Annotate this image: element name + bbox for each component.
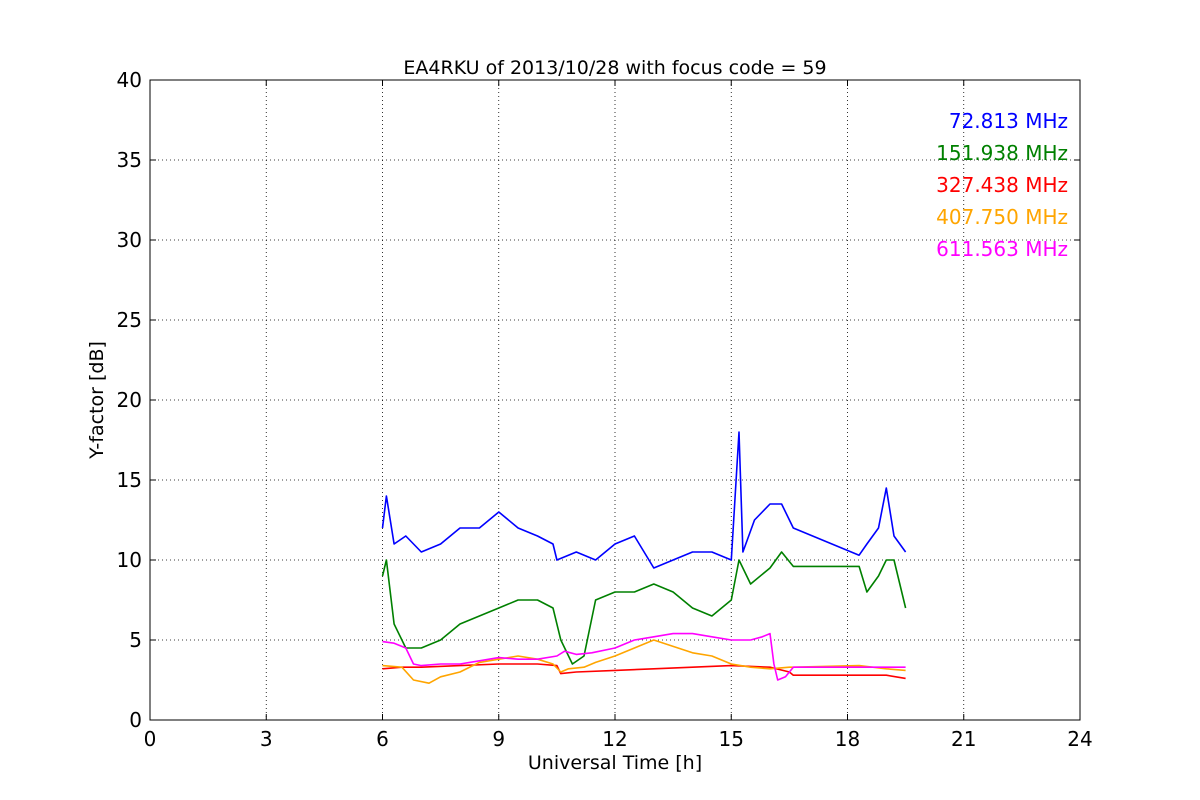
series-line-1	[381, 431, 907, 569]
y-tick-label: 10	[117, 548, 142, 572]
series-line-2	[381, 551, 907, 665]
y-tick-label: 5	[129, 628, 142, 652]
series-layer	[381, 431, 907, 685]
legend-entry-3: 327.438 MHz	[936, 173, 1068, 197]
x-tick-label: 24	[1067, 727, 1092, 751]
y-axis-label: Y-factor [dB]	[86, 341, 108, 460]
y-tick-label: 0	[129, 708, 142, 732]
x-tick-label: 12	[602, 727, 627, 751]
legend-entry-4: 407.750 MHz	[936, 205, 1068, 229]
x-tick-label: 0	[144, 727, 157, 751]
x-tick-label: 21	[951, 727, 976, 751]
x-tick-label: 6	[376, 727, 389, 751]
y-tick-label: 20	[117, 388, 142, 412]
x-axis-label: Universal Time [h]	[528, 752, 702, 774]
series-line-3	[382, 663, 906, 680]
legend-entry-1: 72.813 MHz	[949, 109, 1068, 133]
legend-entry-2: 151.938 MHz	[936, 141, 1068, 165]
plot-area	[381, 431, 907, 685]
y-tick-labels: 0 5 10 15 20 25 30 35 40	[117, 68, 142, 732]
y-tick-label: 15	[117, 468, 142, 492]
x-tick-labels: 0 3 6 9 12 15 18 21 24	[144, 727, 1093, 751]
ticks	[149, 79, 1081, 721]
y-tick-label: 35	[117, 148, 142, 172]
x-tick-label: 3	[260, 727, 273, 751]
grid	[150, 80, 1080, 720]
y-tick-label: 40	[117, 68, 142, 92]
x-tick-label: 9	[492, 727, 505, 751]
y-tick-label: 30	[117, 228, 142, 252]
x-tick-label: 15	[719, 727, 744, 751]
series-line-4	[382, 639, 906, 685]
x-tick-label: 18	[835, 727, 860, 751]
y-tick-label: 25	[117, 308, 142, 332]
series-line-5	[382, 632, 906, 681]
chart-title: EA4RKU of 2013/10/28 with focus code = 5…	[403, 57, 826, 79]
legend: 72.813 MHz 151.938 MHz 327.438 MHz 407.750 …	[936, 109, 1068, 261]
legend-entry-5: 611.563 MHz	[936, 237, 1068, 261]
